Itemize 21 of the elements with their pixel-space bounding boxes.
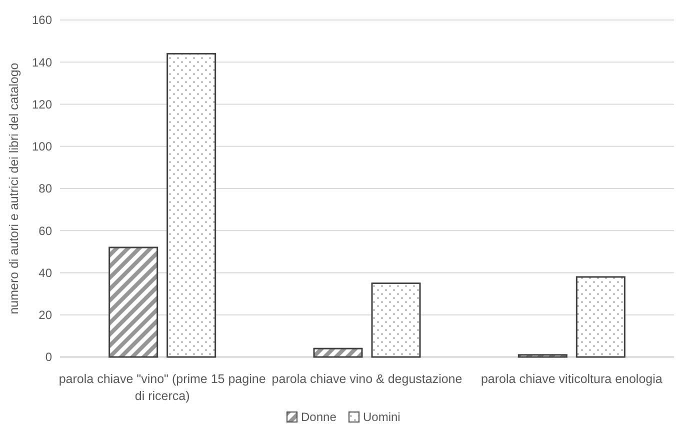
y-axis-title: numero di autori e autrici dei libri del catalogo (7, 62, 21, 314)
bar (166, 52, 216, 358)
y-tick-label: 100 (32, 140, 52, 154)
y-tick-label: 40 (38, 266, 52, 280)
y-tick-label: 0 (45, 350, 52, 364)
y-tick-label: 120 (32, 97, 52, 112)
bar (576, 276, 626, 358)
y-tick-label: 60 (38, 224, 52, 238)
x-tick-label: parola chiave vino & degustazione (272, 372, 462, 386)
y-tick-label: 160 (32, 13, 52, 28)
legend-label: Donne (301, 410, 337, 424)
y-tick-label: 80 (38, 182, 52, 196)
y-tick-label: 20 (38, 308, 52, 322)
bar (108, 246, 158, 358)
y-tick-label: 140 (32, 55, 52, 70)
bar (371, 282, 421, 358)
x-tick-label: parola chiave viticoltura enologia (480, 372, 662, 386)
legend-label: Uomini (363, 410, 400, 424)
bar (518, 354, 568, 358)
bar (313, 348, 363, 358)
x-tick-label: parola chiave "vino" (prime 15 pagine di ricerca) (58, 372, 266, 403)
